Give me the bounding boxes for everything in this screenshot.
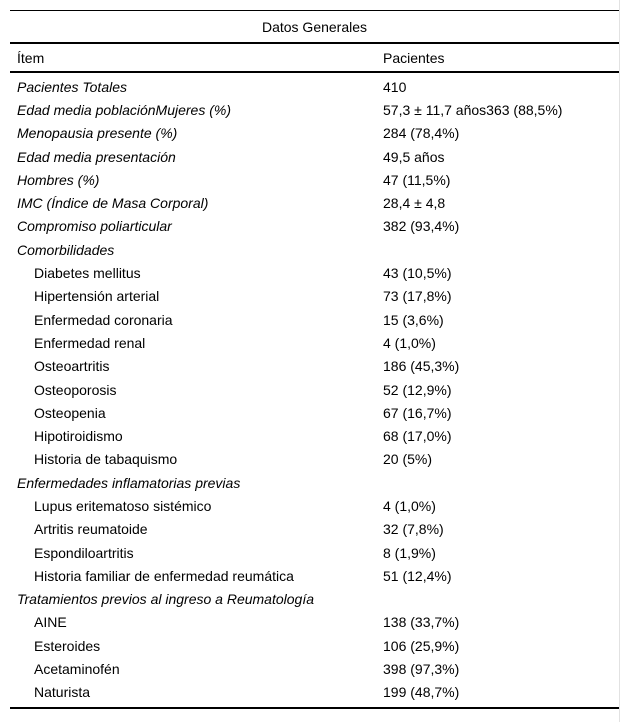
row-label: Edad media poblaciónMujeres (%): [17, 101, 231, 118]
table-row: Osteopenia 67 (16,7%): [10, 401, 619, 424]
table-row: Compromiso poliarticular 382 (93,4%): [10, 215, 619, 238]
column-header-pacientes: Pacientes: [383, 49, 445, 66]
table-row: Menopausia presente (%) 284 (78,4%): [10, 122, 619, 145]
table-row: Acetaminofén 398 (97,3%): [10, 657, 619, 680]
row-value: 47 (11,5%): [383, 171, 451, 188]
table-row: Tratamientos previos al ingreso a Reumat…: [10, 588, 619, 611]
row-value: 15 (3,6%): [383, 311, 444, 328]
row-label: Acetaminofén: [34, 661, 120, 678]
row-value: 52 (12,9%): [383, 381, 452, 398]
row-label: Osteopenia: [34, 404, 106, 421]
page-edge-divider: [619, 0, 620, 722]
table-row: Artritis reumatoide 32 (7,8%): [10, 518, 619, 541]
row-label: AINE: [34, 614, 67, 631]
row-value: 68 (17,0%): [383, 428, 452, 445]
table-header-row: Ítem Pacientes: [10, 44, 619, 73]
row-label: Osteoartritis: [34, 358, 110, 375]
row-label: Artritis reumatoide: [34, 521, 148, 538]
row-label: Hipotiroidismo: [34, 428, 123, 445]
row-label: Enfermedad coronaria: [34, 311, 173, 328]
row-value: 67 (16,7%): [383, 404, 452, 421]
table-body: Pacientes Totales 410 Edad media población…: [10, 73, 619, 707]
table-row: Hombres (%) 47 (11,5%): [10, 168, 619, 191]
row-value: 51 (12,4%): [383, 567, 452, 584]
row-value: 8 (1,9%): [383, 544, 436, 561]
row-label: Naturista: [34, 684, 91, 701]
table-row: Osteoporosis 52 (12,9%): [10, 378, 619, 401]
row-label: Hombres (%): [17, 171, 100, 188]
table-row: Osteoartritis 186 (45,3%): [10, 355, 619, 378]
table-row: Esteroides 106 (25,9%): [10, 634, 619, 657]
row-label: Pacientes Totales: [17, 78, 127, 95]
row-label: Historia familiar de enfermedad reumátic…: [34, 567, 294, 584]
row-value: 4 (1,0%): [383, 497, 436, 514]
row-label: Osteoporosis: [34, 381, 117, 398]
table-row: Hipertensión arterial 73 (17,8%): [10, 285, 619, 308]
row-value: 106 (25,9%): [383, 637, 460, 654]
table-row: Diabetes mellitus 43 (10,5%): [10, 261, 619, 284]
table-row: Hipotiroidismo 68 (17,0%): [10, 424, 619, 447]
row-label: Diabetes mellitus: [34, 265, 141, 282]
row-value: 28,4 ± 4,8: [383, 195, 446, 212]
table-row: Enfermedades inflamatorias previas: [10, 471, 619, 494]
row-value: 382 (93,4%): [383, 218, 460, 235]
table-row: Historia de tabaquismo 20 (5%): [10, 448, 619, 471]
table-row: Naturista 199 (48,7%): [10, 681, 619, 704]
row-label: Lupus eritematoso sistémico: [34, 497, 212, 514]
row-value: 57,3 ± 11,7 años363 (88,5%): [383, 101, 563, 118]
row-label: Tratamientos previos al ingreso a Reumat…: [17, 591, 315, 608]
row-label: Enfermedades inflamatorias previas: [17, 474, 241, 491]
row-value: 32 (7,8%): [383, 521, 444, 538]
row-label: IMC (Índice de Masa Corporal): [17, 195, 209, 212]
table-row: Edad media poblaciónMujeres (%) 57,3 ± 11…: [10, 98, 619, 121]
table-row: Comorbilidades: [10, 238, 619, 261]
column-header-item: Ítem: [17, 49, 45, 66]
row-value: 43 (10,5%): [383, 265, 452, 282]
row-label: Historia de tabaquismo: [34, 451, 178, 468]
row-value: 284 (78,4%): [383, 125, 460, 142]
table-row: AINE 138 (33,7%): [10, 611, 619, 634]
table-row: Enfermedad coronaria 15 (3,6%): [10, 308, 619, 331]
row-value: 138 (33,7%): [383, 614, 460, 631]
row-label: Menopausia presente (%): [17, 125, 178, 142]
table-row: IMC (Índice de Masa Corporal) 28,4 ± 4,8: [10, 191, 619, 214]
row-label: Comorbilidades: [17, 241, 115, 258]
row-label: Esteroides: [34, 637, 101, 654]
table-row: Lupus eritematoso sistémico 4 (1,0%): [10, 494, 619, 517]
row-value: 410: [383, 78, 407, 95]
table-row: Enfermedad renal 4 (1,0%): [10, 331, 619, 354]
row-label: Hipertensión arterial: [34, 288, 160, 305]
row-label: Compromiso poliarticular: [17, 218, 172, 235]
table-row: Historia familiar de enfermedad reumátic…: [10, 564, 619, 587]
row-value: 4 (1,0%): [383, 334, 436, 351]
row-value: 73 (17,8%): [383, 288, 452, 305]
row-value: 398 (97,3%): [383, 661, 460, 678]
row-value: 49,5 años: [383, 148, 445, 165]
table-row: Espondiloartritis 8 (1,9%): [10, 541, 619, 564]
row-label: Espondiloartritis: [34, 544, 134, 561]
row-label: Edad media presentación: [17, 148, 176, 165]
row-label: Enfermedad renal: [34, 334, 146, 351]
row-value: 186 (45,3%): [383, 358, 460, 375]
row-value: 20 (5%): [383, 451, 433, 468]
table-row: Edad media presentación 49,5 años: [10, 145, 619, 168]
datos-generales-table: Datos Generales Ítem Pacientes Pacientes…: [10, 10, 619, 710]
table-row: Pacientes Totales 410: [10, 75, 619, 98]
table-title: Datos Generales: [10, 11, 619, 44]
row-value: 199 (48,7%): [383, 684, 460, 701]
